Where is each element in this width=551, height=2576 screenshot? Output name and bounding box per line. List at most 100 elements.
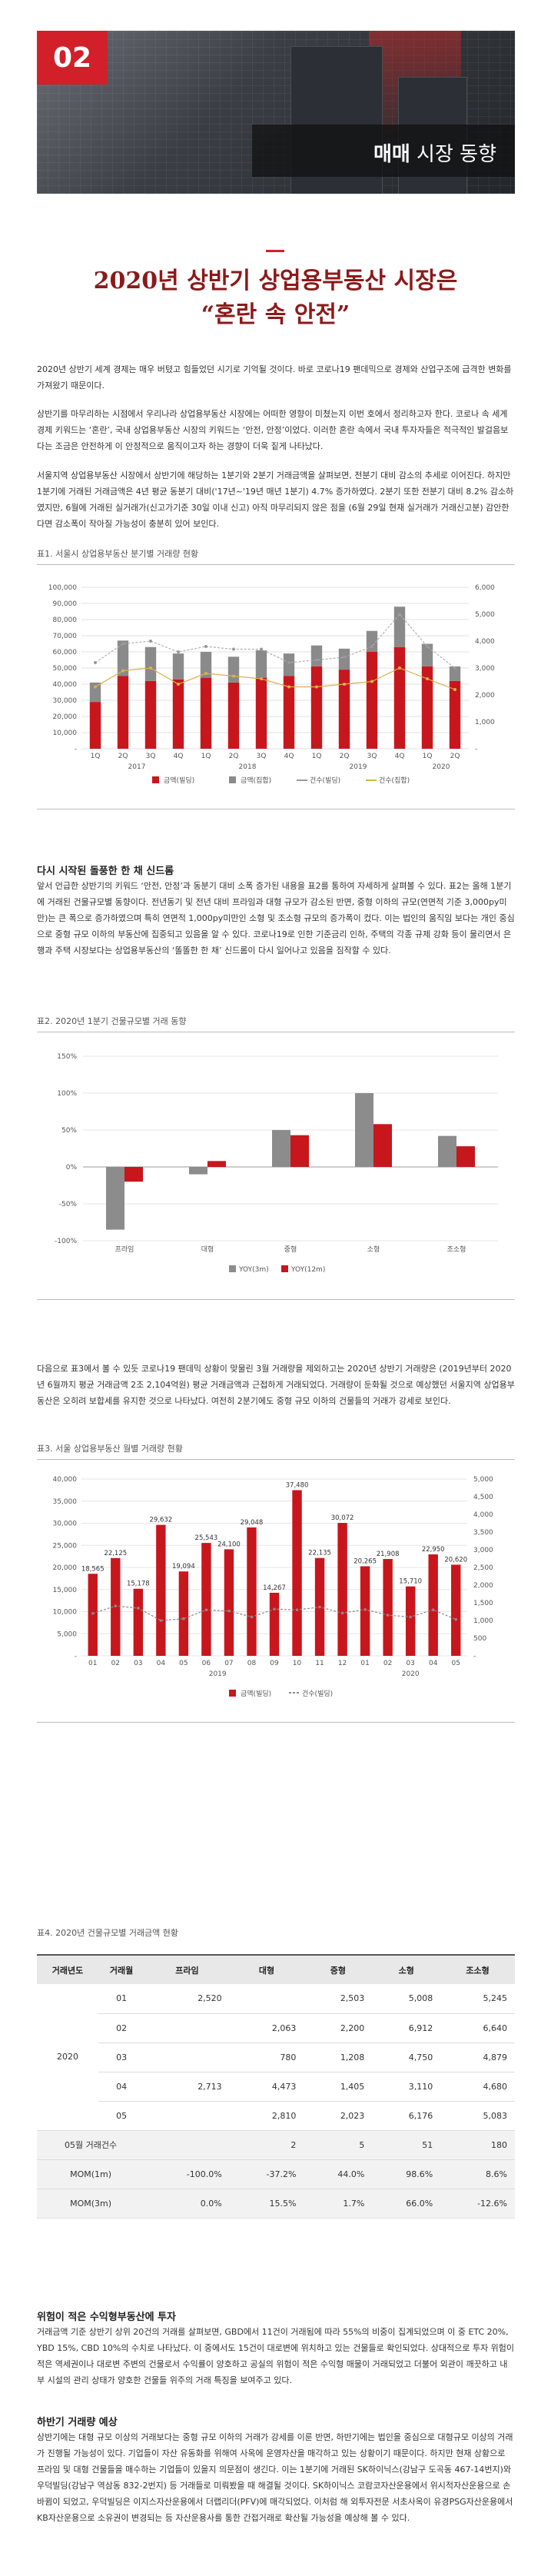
x-tick-label: 04 — [157, 1660, 166, 1667]
bar-building — [255, 677, 267, 749]
y-tick-label: 40,000 — [53, 1476, 78, 1484]
title-accent-line — [266, 250, 284, 252]
value-cell: 98.6% — [372, 2159, 441, 2189]
value-cell — [144, 2043, 230, 2072]
value-cell: 44.0% — [304, 2159, 373, 2189]
value-cell: 5,008 — [372, 1984, 441, 2014]
intro-paragraph: 2020년 상반기 세계 경제는 매우 버텼고 힘들었던 시기로 기억될 것이다… — [37, 364, 512, 391]
legend-swatch — [281, 1265, 288, 1272]
bar-building — [269, 1592, 280, 1656]
line-point — [227, 1609, 231, 1613]
value-cell: 180 — [440, 2130, 515, 2160]
y-tick-label: -100% — [55, 1238, 77, 1245]
bar-building — [383, 1559, 393, 1656]
line-point — [370, 645, 373, 648]
y-tick-label: 40,000 — [53, 681, 78, 689]
x-tick-label: 2Q — [118, 753, 128, 760]
x-tick-label: 01 — [88, 1660, 97, 1667]
bar-building — [88, 1574, 98, 1656]
table-row: 03 780 1,208 4,750 4,879 — [37, 2043, 515, 2072]
value-cell: 4,879 — [440, 2043, 515, 2072]
line-point — [149, 640, 152, 643]
legend-label: 금액(집합) — [241, 776, 271, 785]
chart2-caption: 표2. 2020년 1분기 건물규모별 거래 동향 — [37, 1016, 187, 1026]
section-number-badge: 02 — [37, 31, 108, 85]
line-point — [121, 642, 124, 646]
section2-heading: 다시 시작된 돌풍한 한 채 신드롬 — [37, 866, 174, 877]
y2-tick-label: 4,000 — [473, 1511, 493, 1519]
value-cell — [229, 1984, 304, 2014]
line-point — [287, 661, 290, 664]
value-cell: 780 — [229, 2043, 304, 2072]
legend-label: 건수(빌딩) — [310, 776, 340, 785]
line-point — [232, 647, 235, 651]
section4-heading: 하반기 거래량 예상 — [37, 2417, 118, 2428]
y-tick-label: 100,000 — [48, 584, 77, 592]
x-tick-label: 02 — [383, 1660, 392, 1667]
x-tick-label: 03 — [134, 1660, 142, 1667]
value-cell: 0.0% — [144, 2189, 230, 2219]
value-cell: 51 — [372, 2130, 441, 2160]
table-row: 05 2,810 2,023 6,176 5,083 — [37, 2101, 515, 2131]
x-tick-label: 02 — [111, 1660, 120, 1667]
bar-building — [338, 670, 350, 749]
y-tick-label: 80,000 — [53, 617, 78, 624]
line-point — [343, 656, 346, 659]
bar-yoy3m — [106, 1167, 124, 1230]
value-cell: 1,208 — [304, 2043, 373, 2072]
value-cell: 1.7% — [304, 2189, 373, 2219]
title-line-1: 2020년 상반기 상업용부동산 시장은 — [93, 268, 458, 294]
value-cell: 4,750 — [372, 2043, 441, 2072]
value-cell: 2,200 — [304, 2013, 373, 2043]
x-tick-label: 05 — [179, 1660, 188, 1667]
legend-label: YOY(3m) — [238, 1266, 269, 1274]
line-point — [315, 658, 318, 662]
divider — [37, 564, 515, 565]
value-cell — [144, 2013, 230, 2043]
intro-paragraph: 상반기를 마무리하는 시점에서 우리나라 상업용부동산 시장에는 어떠한 영향이… — [37, 409, 509, 451]
line-point — [177, 650, 180, 653]
bar-collective — [338, 648, 350, 670]
y-tick-label: 50% — [61, 1127, 77, 1135]
y2-tick-label: 5,000 — [475, 611, 495, 619]
value-cell: 1,405 — [304, 2072, 373, 2102]
bar-yoy12m — [456, 1146, 475, 1167]
x-tick-label: 4Q — [395, 753, 405, 760]
bar-building — [366, 652, 378, 749]
value-cell: 2,520 — [144, 1984, 230, 2014]
bar-yoy3m — [272, 1130, 290, 1167]
bar-yoy12m — [207, 1161, 226, 1167]
legend-label: 건수(빌딩) — [302, 1690, 333, 1698]
y2-tick-label: 6,000 — [475, 584, 495, 592]
y-tick-label: 70,000 — [53, 633, 78, 640]
bar-building — [393, 646, 406, 749]
legend-swatch — [229, 776, 236, 783]
month-cell: 05 — [98, 2101, 145, 2131]
data-label: 20,265 — [354, 1557, 377, 1565]
y-tick-label: 10,000 — [53, 1609, 78, 1617]
section-label-bold: 매매 — [373, 143, 410, 166]
table-header-cell: 대형 — [229, 1954, 304, 1984]
x-tick-label: 조소형 — [447, 1245, 466, 1254]
data-label: 24,100 — [217, 1541, 241, 1548]
y-tick-label: 60,000 — [53, 649, 78, 656]
data-label: 30,072 — [331, 1514, 354, 1522]
y-tick-label: 30,000 — [53, 1521, 78, 1528]
line-point — [370, 680, 373, 683]
y2-tick-label: 3,000 — [473, 1547, 493, 1554]
x-tick-label: 05 — [452, 1660, 460, 1667]
bar-yoy12m — [290, 1135, 309, 1167]
data-label: 22,125 — [104, 1550, 127, 1557]
value-cell: 2,063 — [229, 2013, 304, 2043]
line-point — [409, 1615, 412, 1619]
bar-yoy3m — [189, 1167, 207, 1175]
bar-building — [144, 680, 157, 749]
value-cell: 6,640 — [440, 2013, 515, 2043]
y-tick-label: 50,000 — [53, 665, 78, 673]
data-label: 29,632 — [149, 1517, 172, 1524]
year-label: 2019 — [350, 763, 367, 771]
y2-tick-label: 4,000 — [475, 638, 495, 646]
series-line — [95, 613, 456, 669]
line-point — [386, 1614, 390, 1617]
